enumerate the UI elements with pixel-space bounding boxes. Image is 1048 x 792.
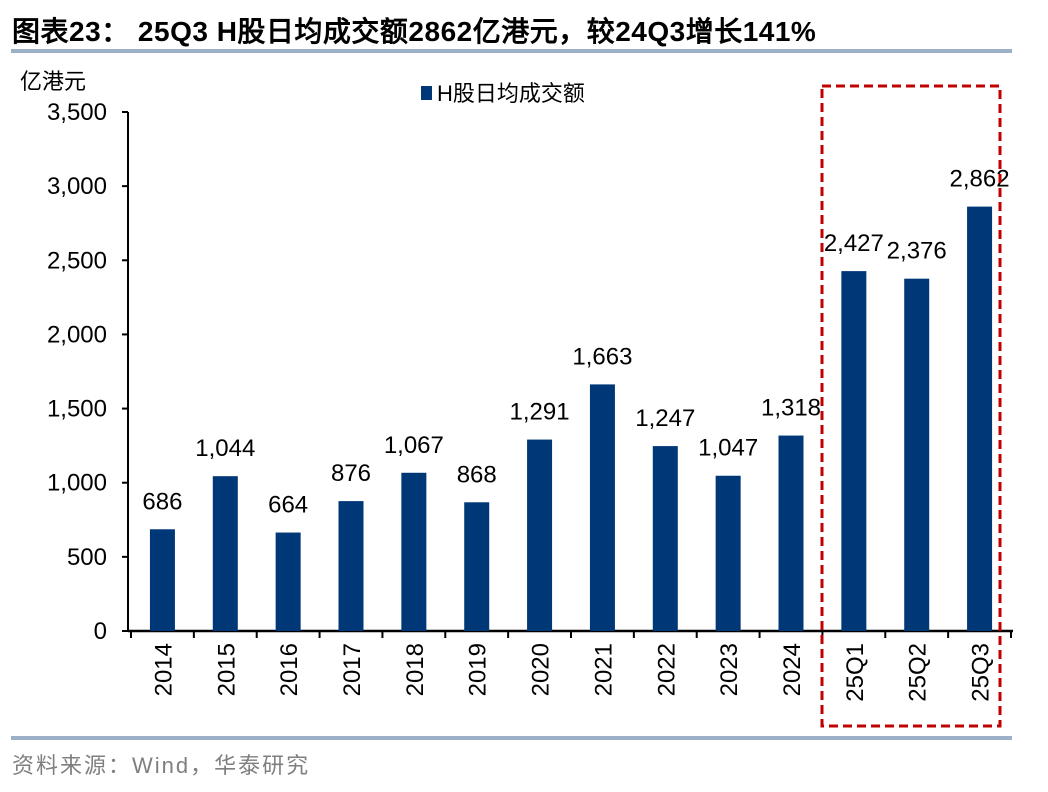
bar-25Q1 <box>841 271 867 631</box>
bar-2017 <box>338 501 364 631</box>
y-tick-label: 2,500 <box>47 247 107 274</box>
y-tick-label: 3,500 <box>47 99 107 126</box>
x-tick-label-2021: 2021 <box>590 643 617 696</box>
data-label-2014: 686 <box>142 488 182 515</box>
x-tick-label-25Q2: 25Q2 <box>905 643 932 702</box>
legend-swatch <box>421 86 432 100</box>
data-label-2022: 1,247 <box>635 405 695 432</box>
bar-2016 <box>275 532 301 631</box>
bar-2020 <box>527 439 553 631</box>
y-tick-label: 1,500 <box>47 396 107 423</box>
x-tick-label-2017: 2017 <box>339 643 366 696</box>
title-divider <box>11 49 1012 53</box>
x-tick-label-2024: 2024 <box>779 643 806 696</box>
bar-2024 <box>778 435 804 631</box>
bar-25Q3 <box>967 206 993 631</box>
data-label-2015: 1,044 <box>195 435 255 462</box>
x-tick-label-2022: 2022 <box>653 643 680 696</box>
y-tick-label: 1,000 <box>47 470 107 497</box>
source-note: 资料来源：Wind，华泰研究 <box>12 753 311 778</box>
x-tick-label-2019: 2019 <box>465 643 492 696</box>
x-tick-label-2014: 2014 <box>150 643 177 696</box>
x-tick-label-25Q3: 25Q3 <box>968 643 995 702</box>
x-tick-label-2016: 2016 <box>276 643 303 696</box>
x-tick-label-2020: 2020 <box>528 643 555 696</box>
x-tick-label-25Q1: 25Q1 <box>842 643 869 702</box>
y-tick-label: 500 <box>67 544 107 571</box>
highlight-box <box>820 84 1002 728</box>
y-tick-label: 0 <box>94 618 107 645</box>
y-tick-label: 2,000 <box>47 321 107 348</box>
data-label-2024: 1,318 <box>761 395 821 422</box>
data-label-2017: 876 <box>331 460 371 487</box>
data-label-2016: 664 <box>268 492 308 519</box>
chart-title: 图表23： 25Q3 H股日均成交额2862亿港元，较24Q3增长141% <box>12 16 817 47</box>
footer-divider <box>11 736 1012 740</box>
data-label-2018: 1,067 <box>384 432 444 459</box>
bar-2014 <box>149 529 175 631</box>
data-label-2023: 1,047 <box>698 435 758 462</box>
bar-2021 <box>589 384 615 631</box>
legend-label: H股日均成交额 <box>437 81 585 106</box>
data-label-2021: 1,663 <box>572 343 632 370</box>
x-tick-label-2018: 2018 <box>402 643 429 696</box>
bar-2019 <box>464 502 490 631</box>
data-label-2020: 1,291 <box>510 399 570 426</box>
data-label-2019: 868 <box>457 461 497 488</box>
bar-2018 <box>401 472 427 631</box>
y-tick-label: 3,000 <box>47 173 107 200</box>
data-label-25Q1: 2,427 <box>824 230 884 257</box>
x-tick-label-2023: 2023 <box>716 643 743 696</box>
bar-2023 <box>715 475 741 631</box>
bar-2022 <box>652 446 678 631</box>
bar-2015 <box>212 476 238 631</box>
y-axis-unit: 亿港元 <box>20 69 86 94</box>
data-label-25Q2: 2,376 <box>887 238 947 265</box>
x-tick-label-2015: 2015 <box>213 643 240 696</box>
bar-25Q2 <box>904 278 930 631</box>
